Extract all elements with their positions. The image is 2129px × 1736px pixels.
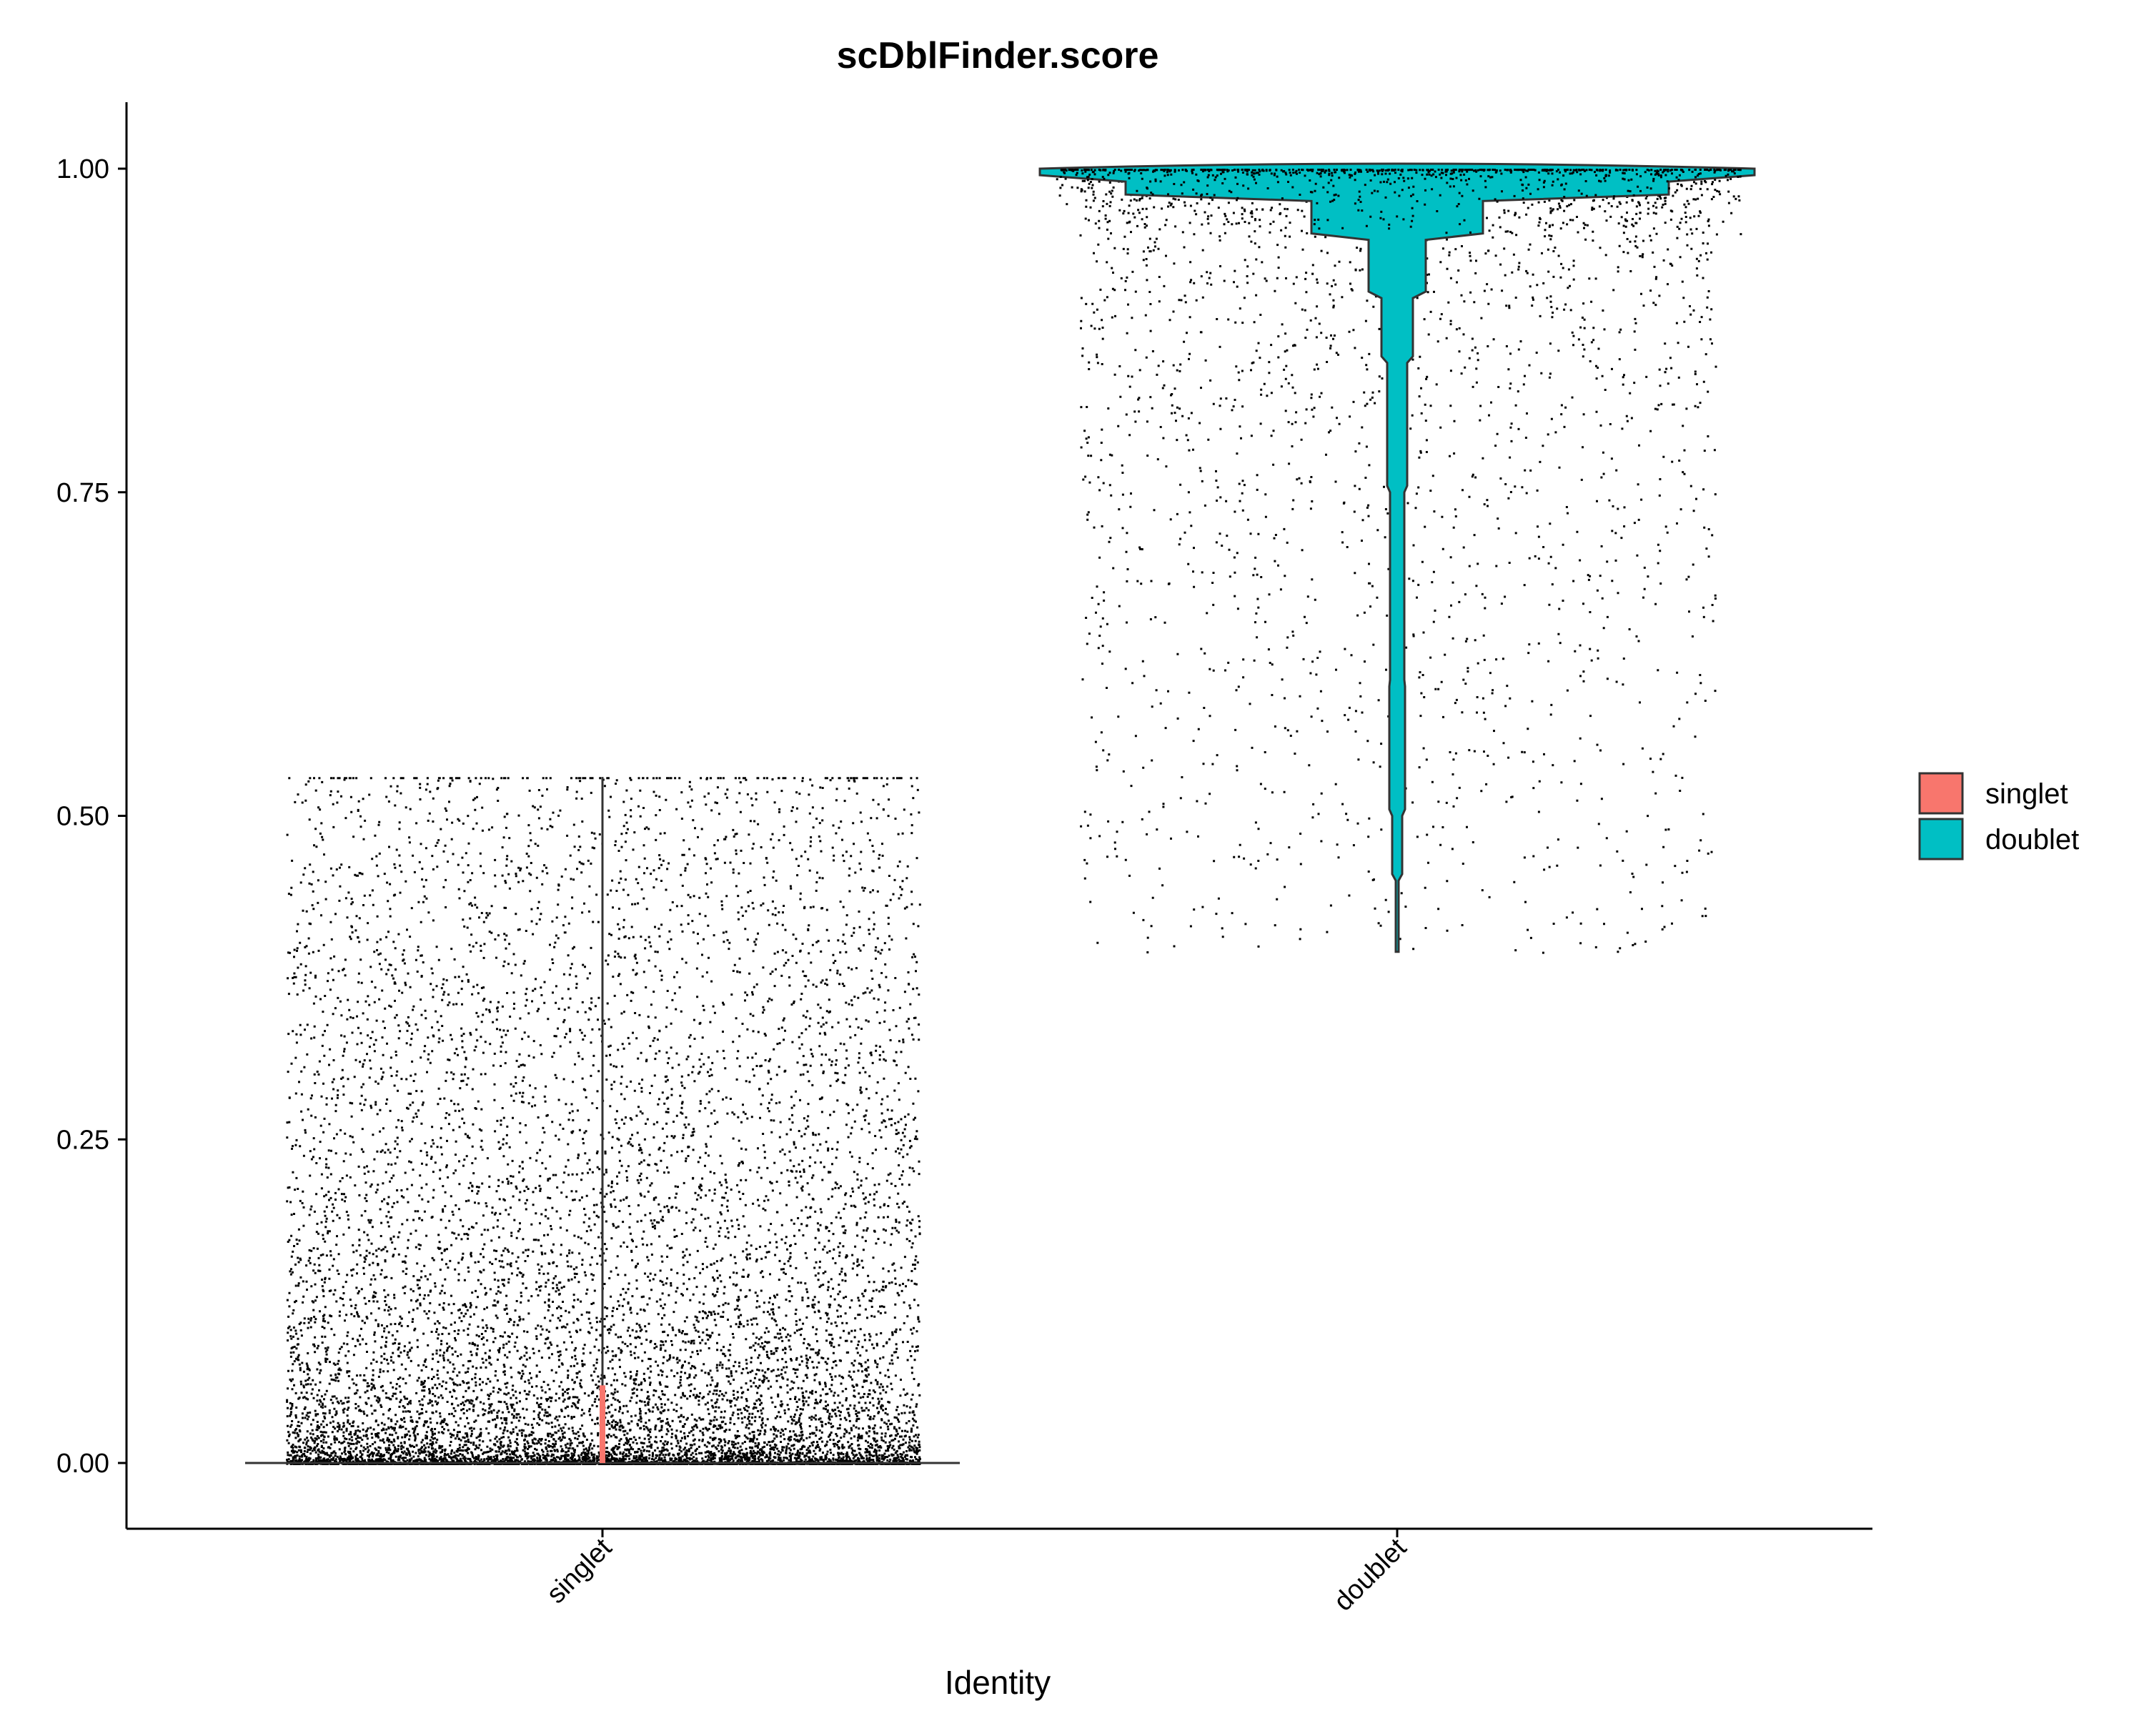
singlet-violin <box>245 777 960 1464</box>
x-tick-label: singlet <box>541 1532 618 1609</box>
legend-label: singlet <box>1985 778 2068 810</box>
legend-swatch <box>1918 818 1964 860</box>
y-ticks: 0.00 0.25 0.50 0.75 1.00 <box>56 154 126 1479</box>
y-tick-label: 0.00 <box>56 1449 109 1479</box>
y-tick-label: 0.75 <box>56 478 109 508</box>
y-tick-label: 0.50 <box>56 802 109 832</box>
singlet-violin-fill <box>600 1385 605 1463</box>
singlet-point <box>286 777 921 1465</box>
y-tick-label: 0.25 <box>56 1125 109 1155</box>
chart-title: scDblFinder.score <box>837 35 1159 76</box>
doublet-violin <box>1038 162 1756 953</box>
x-tick-label: doublet <box>1329 1532 1413 1617</box>
y-tick-label: 1.00 <box>56 154 109 184</box>
plot-area <box>245 162 1756 1465</box>
singlet-points <box>286 777 921 1465</box>
legend-swatch <box>1918 772 1964 815</box>
violins <box>245 162 1756 1464</box>
legend: singlet doublet <box>1918 772 2079 860</box>
x-ticks: singlet doublet <box>541 1529 1413 1617</box>
axes: 0.00 0.25 0.50 0.75 1.00 singlet doublet <box>56 102 1872 1617</box>
legend-label: doublet <box>1985 824 2079 855</box>
x-axis-title: Identity <box>945 1664 1051 1701</box>
